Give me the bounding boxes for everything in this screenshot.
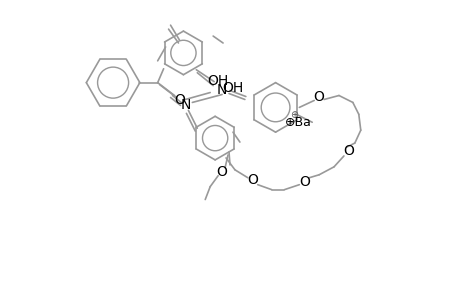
Text: OH: OH bbox=[207, 74, 228, 88]
Text: O: O bbox=[313, 91, 324, 104]
Text: O: O bbox=[174, 94, 185, 107]
Text: ⊕Ba: ⊕Ba bbox=[284, 116, 311, 129]
Text: ⊕: ⊕ bbox=[290, 110, 298, 120]
Text: N: N bbox=[180, 98, 190, 112]
Text: O: O bbox=[343, 144, 353, 158]
Text: O: O bbox=[298, 175, 309, 189]
Text: O: O bbox=[216, 165, 227, 179]
Text: OH: OH bbox=[222, 81, 243, 94]
Text: N: N bbox=[216, 82, 227, 97]
Text: O: O bbox=[247, 173, 257, 187]
